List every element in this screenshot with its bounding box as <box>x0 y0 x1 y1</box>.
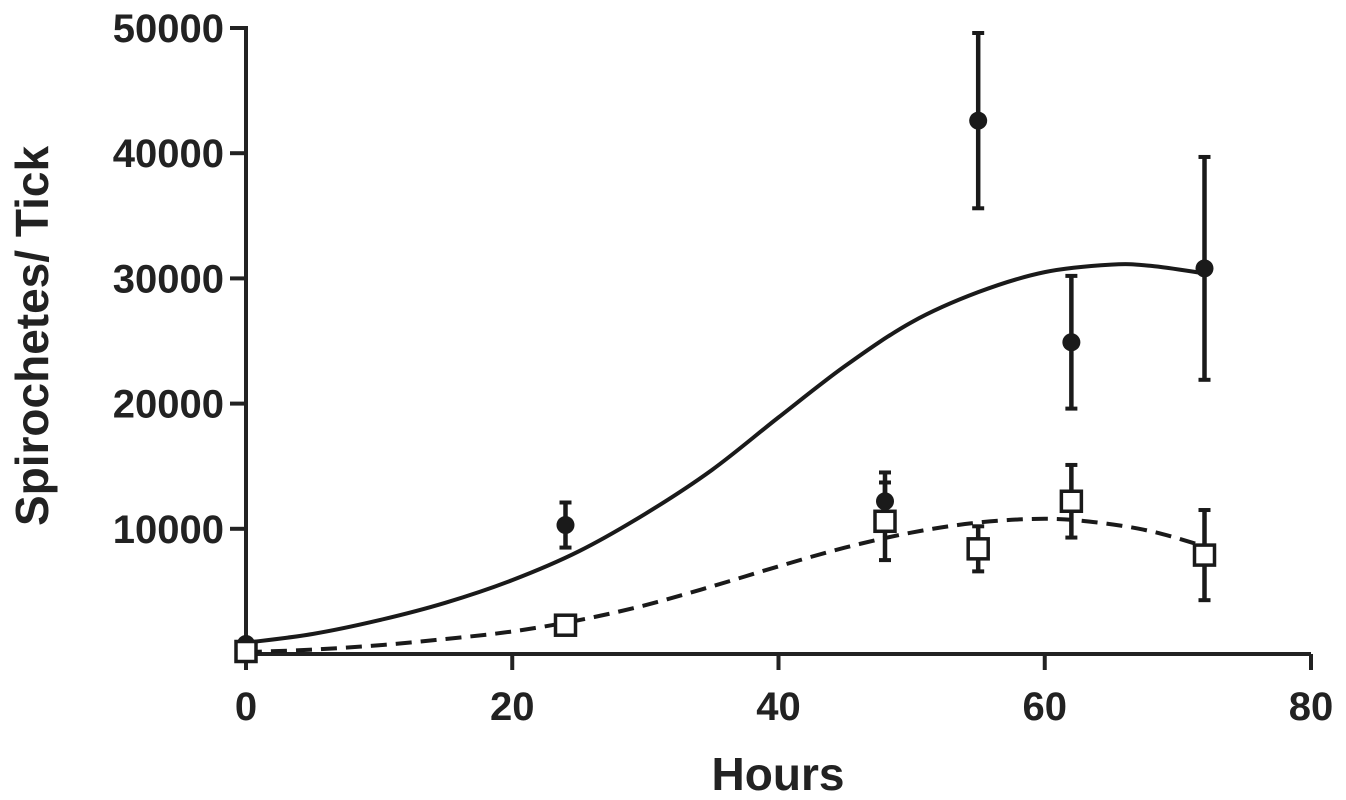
data-point-circle <box>876 492 894 511</box>
data-point-square <box>873 509 897 534</box>
data-markers <box>234 111 1217 664</box>
y-tick-label: 20000 <box>113 383 224 427</box>
x-axis-title: Hours <box>712 748 845 800</box>
fit-curve-series-1 <box>245 262 1205 645</box>
y-tick-label: 40000 <box>113 132 224 176</box>
data-point-circle <box>969 111 988 130</box>
x-tick-label: 0 <box>235 685 257 729</box>
x-tick-label: 20 <box>490 685 535 729</box>
data-point-square <box>966 537 990 561</box>
x-tick-label: 40 <box>756 685 801 729</box>
x-tick-label: 60 <box>1023 685 1068 729</box>
fit-curve-series-2 <box>245 516 1206 655</box>
fit-curves <box>245 262 1206 655</box>
y-tick-label: 10000 <box>113 508 224 552</box>
data-point-square <box>1192 543 1217 567</box>
data-point-square <box>234 639 258 664</box>
data-point-square <box>553 613 578 637</box>
error-bars <box>559 31 1211 633</box>
y-tick-label: 30000 <box>113 257 224 301</box>
data-point-circle <box>556 516 575 535</box>
data-point-circle <box>1195 259 1214 278</box>
tick-labels: 0 20 40 60 80 10000 20000 30000 40000 50000 <box>113 7 1333 729</box>
y-axis-title: Spirochetes/ Tick <box>6 146 58 527</box>
y-tick-label: 50000 <box>113 7 224 51</box>
x-tick-label: 80 <box>1289 685 1334 729</box>
data-point-circle <box>1062 333 1081 352</box>
data-point-square <box>1059 489 1084 514</box>
axes <box>230 26 1313 670</box>
